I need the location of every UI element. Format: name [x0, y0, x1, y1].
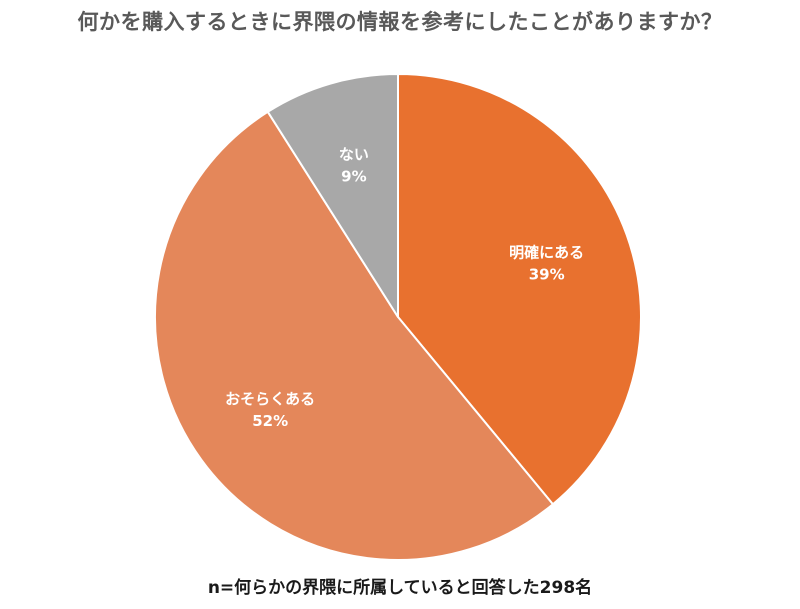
pie-slice-definitely-yes [397, 73, 642, 506]
pie-slice-no [266, 73, 399, 318]
slice-label-probably-yes: おそらくある [225, 390, 315, 408]
pie-slices [154, 73, 642, 561]
pie-slice-probably-yes [154, 110, 554, 561]
slice-label-definitely-yes: 明確にある [509, 243, 584, 261]
chart-footnote: n=何らかの界隈に所属していると回答した298名 [207, 578, 593, 598]
pie-labels: 明確にある 39% おそらくある 52% ない 9% [225, 145, 584, 430]
slice-value-probably-yes: 52% [252, 412, 288, 430]
slice-label-no: ない [339, 145, 369, 163]
chart-title: 何かを購入するときに界隈の情報を参考にしたことがありますか？ [77, 10, 723, 34]
slice-value-definitely-yes: 39% [529, 265, 565, 283]
slice-value-no: 9% [341, 167, 366, 185]
